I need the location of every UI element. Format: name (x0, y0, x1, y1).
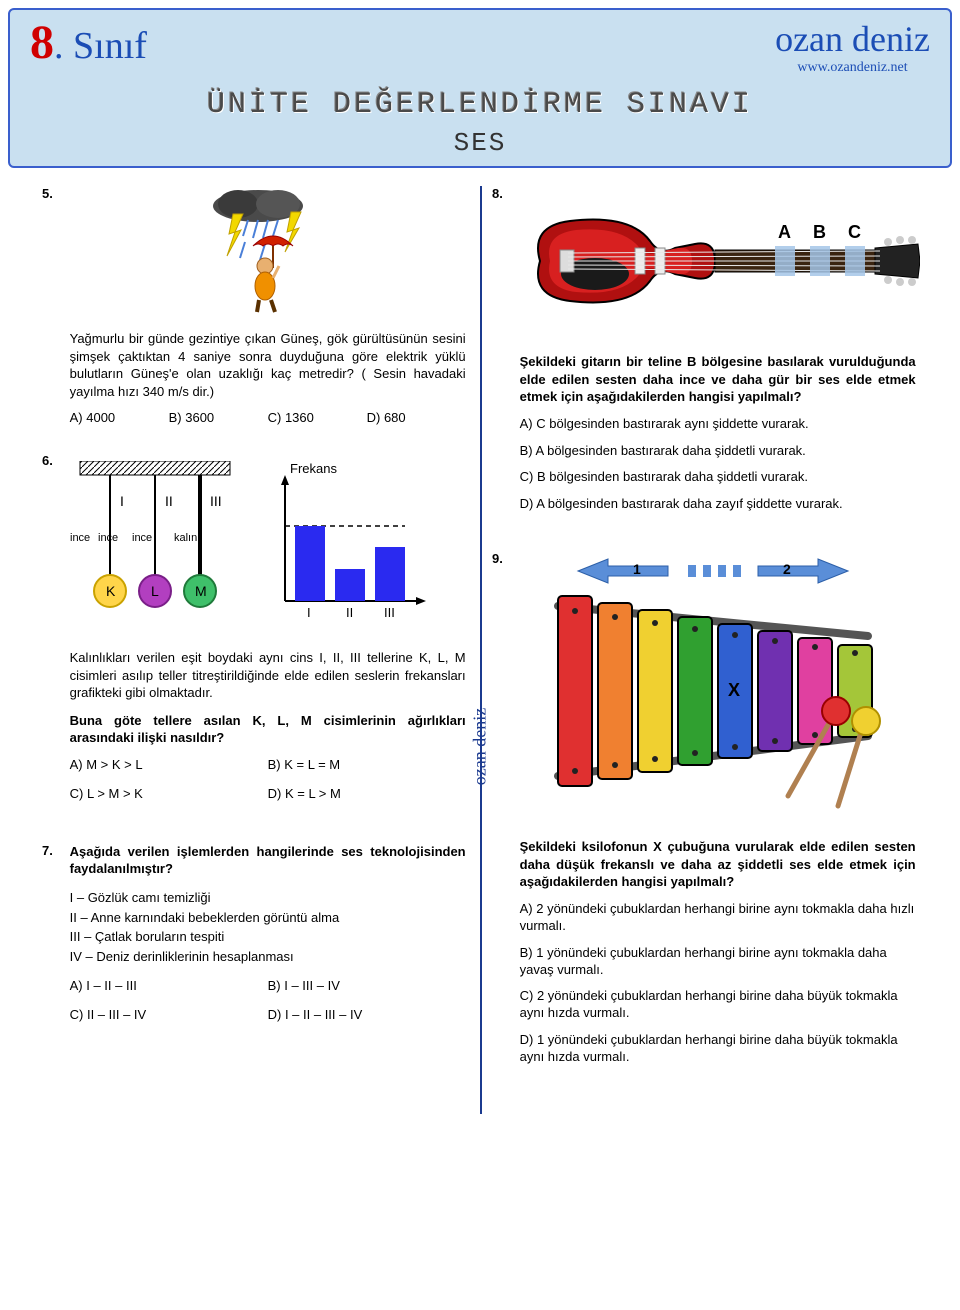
q9-opt-b: B) 1 yönündeki çubuklardan herhangi biri… (520, 945, 916, 979)
brand-url: www.ozandeniz.net (775, 60, 930, 76)
svg-text:ince: ince (70, 532, 90, 544)
q7-number: 7. (42, 843, 66, 858)
q6-bob-m: M (195, 583, 207, 599)
q6-thick-2: ince (132, 532, 152, 544)
page-header: 8. Sınıf ozan deniz www.ozandeniz.net ÜN… (8, 8, 952, 168)
q6-opt-a: A) M > K > L (70, 757, 268, 772)
question-7: 7. Aşağıda verilen işlemlerden hangileri… (42, 843, 468, 1036)
q6-bob-l: L (151, 583, 159, 599)
rain-cartoon-icon (203, 186, 333, 316)
q9-arrow-2: 2 (783, 561, 791, 577)
q9-opt-d: D) 1 yönündeki çubuklardan herhangi biri… (520, 1032, 916, 1066)
q5-options: A) 4000 B) 3600 C) 1360 D) 680 (70, 410, 466, 425)
q6-text1: Kalınlıkları verilen eşit boydaki aynı c… (70, 649, 466, 702)
q6-roman-2: II (165, 493, 173, 509)
q8-options: A) C bölgesinden bastırarak aynı şiddett… (520, 416, 916, 514)
guitar-icon: A B C (520, 186, 920, 336)
q7-opt-a: A) I – II – III (70, 978, 268, 993)
q7-item-3: III – Çatlak boruların tespiti (70, 927, 466, 947)
q6-text2: Buna göte tellere asılan K, L, M cisimle… (70, 712, 466, 747)
q6-opt-b: B) K = L = M (268, 757, 466, 772)
q6-chart-ylabel: Frekans (290, 461, 337, 476)
q7-item-2: II – Anne karnındaki bebeklerden görüntü… (70, 908, 466, 928)
exam-title: ÜNİTE DEĞERLENDİRME SINAVI (10, 88, 950, 122)
exam-subtitle: SES (10, 128, 950, 158)
q8-text: Şekildeki gitarın bir teline B bölgesine… (520, 353, 916, 406)
q6-bob-k: K (106, 583, 116, 599)
brand-name: ozan deniz (775, 18, 930, 60)
q5-opt-a: A) 4000 (70, 410, 169, 425)
q8-number: 8. (492, 186, 516, 201)
q8-fret-a: A (778, 222, 791, 242)
brand-block: ozan deniz www.ozandeniz.net (775, 18, 930, 76)
q7-opt-c: C) II – III – IV (70, 1007, 268, 1022)
q8-opt-d: D) A bölgesinden bastırarak daha zayıf ş… (520, 496, 916, 513)
q7-item-4: IV – Deniz derinliklerinin hesaplanması (70, 947, 466, 967)
q8-opt-c: C) B bölgesinden bastırarak daha şiddetl… (520, 469, 916, 486)
q8-fret-c: C (848, 222, 861, 242)
pendulum-diagram: I II III ince ince ince kalın K L (70, 461, 240, 631)
q5-text: Yağmurlu bir günde gezintiye çıkan Güneş… (70, 330, 466, 400)
question-6: 6. I II III (42, 453, 468, 815)
column-divider (480, 186, 482, 1114)
q8-opt-b: B) A bölgesinden bastırarak daha şiddetl… (520, 443, 916, 460)
q6-figure: I II III ince ince ince kalın K L (70, 461, 466, 631)
question-9: 9. 1 2 (492, 551, 918, 1076)
q6-chart-cat-1: I (307, 605, 311, 620)
q9-opt-a: A) 2 yönündeki çubuklardan herhangi biri… (520, 901, 916, 935)
q5-number: 5. (42, 186, 66, 201)
question-5: 5. (42, 186, 468, 425)
q9-arrow-1: 1 (633, 561, 641, 577)
q5-opt-c: C) 1360 (268, 410, 367, 425)
q6-roman-3: III (210, 493, 222, 509)
q6-chart-cat-2: II (346, 605, 353, 620)
grade-suffix: . Sınıf (54, 25, 147, 67)
q6-thick-3: kalın (174, 532, 197, 544)
q5-opt-d: D) 680 (367, 410, 466, 425)
q6-roman-1: I (120, 493, 124, 509)
q9-options: A) 2 yönündeki çubuklardan herhangi biri… (520, 901, 916, 1066)
question-8: 8. (492, 186, 918, 523)
q5-opt-b: B) 3600 (169, 410, 268, 425)
q7-options: A) I – II – III B) I – III – IV C) II – … (70, 978, 466, 1036)
q9-x-label: X (728, 680, 740, 700)
q8-opt-a: A) C bölgesinden bastırarak aynı şiddett… (520, 416, 916, 433)
q9-text: Şekildeki ksilofonun X çubuğuna vurulara… (520, 838, 916, 891)
frequency-bar-chart: Frekans I (260, 461, 430, 631)
q9-number: 9. (492, 551, 516, 566)
content-area: ozan deniz 5. (0, 176, 960, 1114)
q6-options: A) M > K > L B) K = L = M C) L > M > K D… (70, 757, 466, 815)
q6-chart-cat-3: III (384, 605, 395, 620)
q6-thick-1: ince (98, 532, 118, 544)
q8-fret-b: B (813, 222, 826, 242)
q7-text: Aşağıda verilen işlemlerden hangilerinde… (70, 843, 466, 878)
right-column: 8. (480, 186, 930, 1104)
q7-opt-d: D) I – II – III – IV (268, 1007, 466, 1022)
q7-items: I – Gözlük camı temizliği II – Anne karn… (70, 888, 466, 966)
q6-opt-d: D) K = L > M (268, 786, 466, 801)
xylophone-icon: 1 2 (528, 551, 908, 821)
watermark-text: ozan deniz (470, 708, 491, 785)
q6-opt-c: C) L > M > K (70, 786, 268, 801)
q9-opt-c: C) 2 yönündeki çubuklardan herhangi biri… (520, 988, 916, 1022)
q6-number: 6. (42, 453, 66, 468)
grade-number: 8 (30, 16, 54, 69)
q7-item-1: I – Gözlük camı temizliği (70, 888, 466, 908)
q7-opt-b: B) I – III – IV (268, 978, 466, 993)
left-column: 5. (30, 186, 480, 1104)
grade-label: 8. Sınıf (30, 15, 147, 70)
